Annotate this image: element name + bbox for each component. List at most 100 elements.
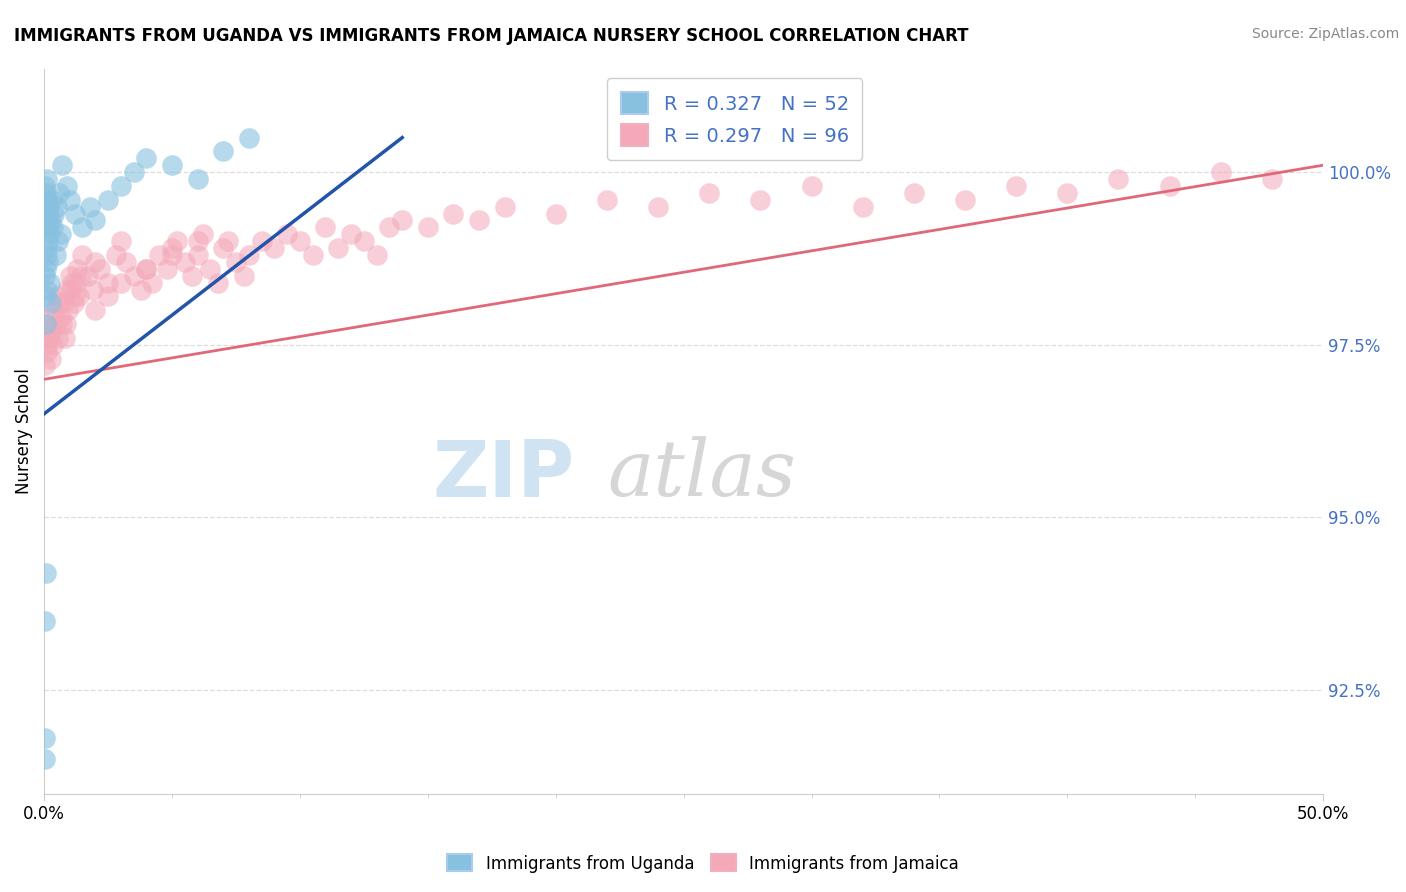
Point — [38, 220, 60, 235]
Point — [173, 255, 195, 269]
Point — [37, 193, 59, 207]
Point — [53, 331, 76, 345]
Point — [238, 248, 260, 262]
Text: atlas: atlas — [607, 436, 796, 513]
Point — [84, 303, 107, 318]
Point — [37, 234, 59, 248]
Point — [44, 206, 66, 220]
Point — [378, 220, 401, 235]
Point — [41, 324, 63, 338]
Point — [38, 310, 60, 325]
Text: Source: ZipAtlas.com: Source: ZipAtlas.com — [1251, 27, 1399, 41]
Point — [35, 241, 58, 255]
Point — [35, 220, 58, 235]
Legend: Immigrants from Uganda, Immigrants from Jamaica: Immigrants from Uganda, Immigrants from … — [440, 847, 966, 880]
Point — [97, 193, 120, 207]
Point — [250, 234, 273, 248]
Text: ZIP: ZIP — [433, 436, 575, 513]
Point — [225, 255, 247, 269]
Point — [187, 172, 209, 186]
Point — [37, 344, 59, 359]
Point — [34, 206, 56, 220]
Point — [84, 213, 107, 227]
Point — [41, 193, 63, 207]
Point — [56, 178, 79, 193]
Point — [160, 248, 183, 262]
Point — [301, 248, 323, 262]
Point — [49, 310, 72, 325]
Point — [45, 200, 67, 214]
Point — [122, 165, 145, 179]
Point — [62, 296, 84, 310]
Point — [110, 234, 132, 248]
Point — [148, 248, 170, 262]
Point — [494, 200, 516, 214]
Point — [441, 206, 464, 220]
Point — [1056, 186, 1078, 200]
Point — [238, 130, 260, 145]
Point — [46, 331, 69, 345]
Point — [56, 283, 79, 297]
Point — [66, 261, 89, 276]
Point — [1159, 178, 1181, 193]
Point — [468, 213, 491, 227]
Point — [232, 268, 254, 283]
Point — [76, 268, 98, 283]
Point — [800, 178, 823, 193]
Point — [34, 268, 56, 283]
Point — [110, 178, 132, 193]
Point — [328, 241, 350, 255]
Point — [110, 276, 132, 290]
Point — [135, 261, 157, 276]
Point — [37, 331, 59, 345]
Point — [104, 248, 127, 262]
Point — [212, 241, 235, 255]
Point — [45, 289, 67, 303]
Point — [35, 261, 58, 276]
Point — [34, 752, 56, 766]
Point — [89, 261, 111, 276]
Point — [34, 178, 56, 193]
Point — [131, 283, 153, 297]
Point — [42, 338, 65, 352]
Point — [1108, 172, 1130, 186]
Point — [366, 248, 388, 262]
Point — [38, 200, 60, 214]
Point — [35, 172, 58, 186]
Point — [391, 213, 413, 227]
Point — [59, 268, 82, 283]
Point — [35, 186, 58, 200]
Text: IMMIGRANTS FROM UGANDA VS IMMIGRANTS FROM JAMAICA NURSERY SCHOOL CORRELATION CHA: IMMIGRANTS FROM UGANDA VS IMMIGRANTS FRO… — [14, 27, 969, 45]
Point — [200, 261, 222, 276]
Point — [59, 193, 82, 207]
Point — [63, 206, 86, 220]
Point — [852, 200, 875, 214]
Point — [49, 227, 72, 242]
Point — [1005, 178, 1028, 193]
Point — [38, 227, 60, 242]
Point — [51, 317, 73, 331]
Point — [59, 283, 82, 297]
Point — [51, 158, 73, 172]
Point — [141, 276, 163, 290]
Point — [67, 289, 90, 303]
Point — [37, 255, 59, 269]
Point — [697, 186, 720, 200]
Y-axis label: Nursery School: Nursery School — [15, 368, 32, 494]
Point — [35, 338, 58, 352]
Point — [115, 255, 138, 269]
Point — [48, 186, 70, 200]
Point — [34, 289, 56, 303]
Point — [276, 227, 298, 242]
Point — [353, 234, 375, 248]
Point — [596, 193, 619, 207]
Point — [63, 289, 86, 303]
Point — [647, 200, 669, 214]
Point — [70, 268, 93, 283]
Point — [187, 234, 209, 248]
Point — [217, 234, 239, 248]
Point — [65, 276, 87, 290]
Point — [156, 261, 179, 276]
Point — [544, 206, 567, 220]
Point — [903, 186, 925, 200]
